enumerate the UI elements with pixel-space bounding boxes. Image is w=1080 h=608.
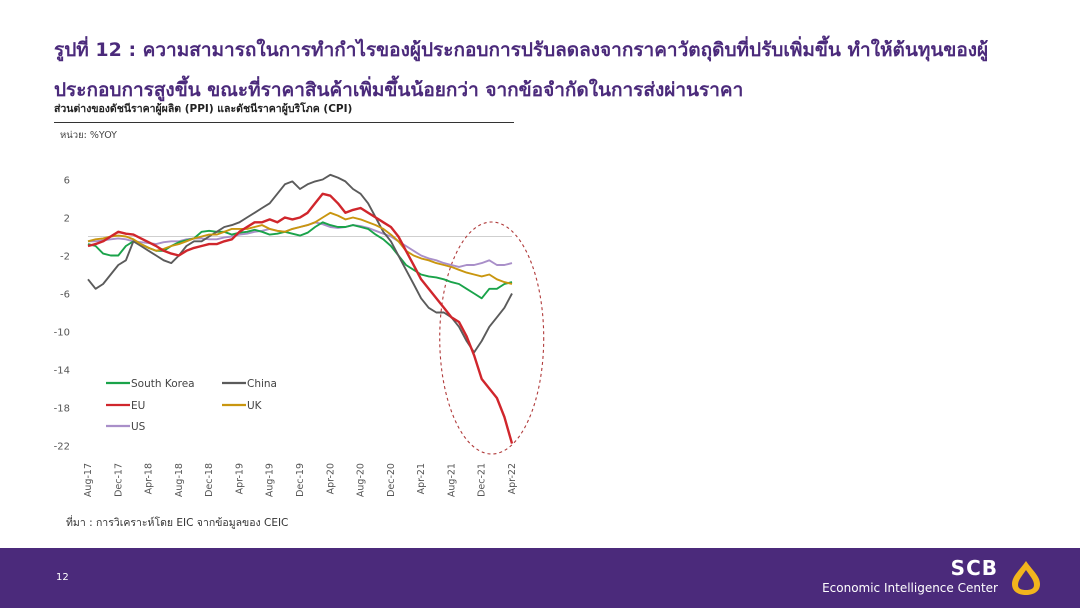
x-tick-label: Dec-17 xyxy=(113,463,124,497)
brand-block: SCB Economic Intelligence Center xyxy=(822,556,998,596)
x-tick-label: Dec-18 xyxy=(204,463,215,497)
x-tick-label: Dec-21 xyxy=(477,463,488,497)
page-number: 12 xyxy=(56,572,69,583)
series-line-eu xyxy=(87,192,514,444)
x-tick-label: Apr-22 xyxy=(507,463,518,494)
legend-label-uk: UK xyxy=(247,400,263,412)
x-tick-label: Aug-18 xyxy=(174,463,185,497)
series-line-china xyxy=(87,173,513,354)
x-tick-label: Aug-17 xyxy=(83,463,94,497)
y-tick-label: -10 xyxy=(54,328,70,339)
legend-label-south-korea: South Korea xyxy=(131,378,195,390)
y-tick-label: -6 xyxy=(60,290,70,301)
y-tick-label: -2 xyxy=(60,252,70,263)
x-tick-label: Apr-18 xyxy=(144,463,155,494)
chart-subtitle: ส่วนต่างของดัชนีราคาผู้ผลิต (PPI) และดัช… xyxy=(54,100,514,123)
scb-logo-icon xyxy=(1012,561,1040,595)
x-tick-label: Aug-20 xyxy=(356,463,367,497)
source-note: ที่มา : การวิเคราะห์โดย EIC จากข้อมูลของ… xyxy=(66,517,289,529)
highlight-ellipse xyxy=(439,221,545,455)
line-chart: 6 2 -2 -6 -10 -14 -18 -22 Aug-17 Dec-17 Apr-18 Aug-… xyxy=(54,173,545,497)
y-tick-label: -22 xyxy=(54,442,70,453)
unit-label: หน่วย: %YOY xyxy=(60,130,117,141)
x-tick-label: Aug-19 xyxy=(265,463,276,497)
x-tick-label: Dec-20 xyxy=(386,463,397,497)
legend-label-china: China xyxy=(247,378,277,390)
series-line-south-korea xyxy=(87,221,513,300)
legend-label-us: US xyxy=(131,421,146,433)
y-tick-label: 2 xyxy=(64,214,70,225)
x-tick-label: Dec-19 xyxy=(295,463,306,497)
brand-subtitle: Economic Intelligence Center xyxy=(822,581,998,595)
y-tick-label: -18 xyxy=(54,404,70,415)
brand-name: SCB xyxy=(950,556,998,580)
footer-bar: 12 SCB Economic Intelligence Center xyxy=(0,548,1080,608)
x-tick-label: Apr-20 xyxy=(325,463,336,494)
page-title: รูปที่ 12 : ความสามารถในการทำกำไรของผู้ป… xyxy=(54,39,989,101)
x-tick-label: Apr-21 xyxy=(416,463,427,494)
x-tick-label: Aug-21 xyxy=(446,463,457,497)
legend-label-eu: EU xyxy=(131,400,145,412)
series-line-uk xyxy=(87,211,513,285)
y-tick-label: 6 xyxy=(64,176,70,187)
x-tick-label: Apr-19 xyxy=(234,463,245,494)
y-tick-label: -14 xyxy=(54,366,70,377)
